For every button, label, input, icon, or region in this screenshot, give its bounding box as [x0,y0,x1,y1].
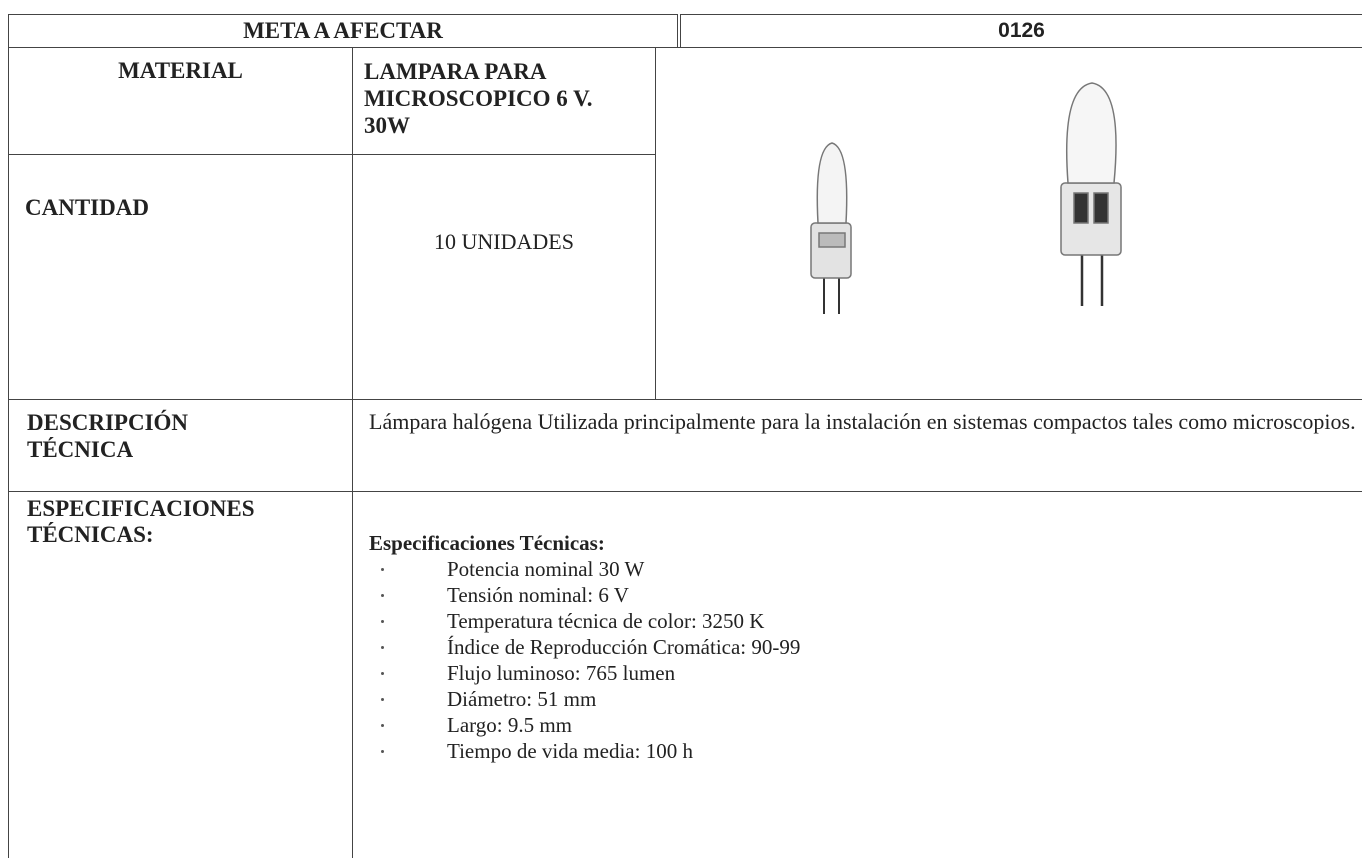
cantidad-value-cell: 10 UNIDADES [352,154,655,399]
material-label-cell: MATERIAL [8,47,352,154]
bullet [381,672,384,675]
spec-item: Temperatura técnica de color: 3250 K [369,608,1362,634]
spec-item: Flujo luminoso: 765 lumen [369,660,1362,686]
meta-value: 0126 [998,19,1045,42]
meta-cell: META A AFECTAR [8,14,678,47]
spec-item-text: Índice de Reproducción Cromática: 90-99 [447,635,801,659]
spec-item: Tensión nominal: 6 V [369,582,1362,608]
bullet [381,594,384,597]
especificaciones-label: ESPECIFICACIONES TÉCNICAS: [27,496,255,547]
spec-list: Especificaciones Técnicas: Potencia nomi… [353,492,1362,764]
material-label: MATERIAL [118,58,243,83]
image-cell [655,47,1362,399]
material-value: LAMPARA PARA MICROSCOPICO 6 V. 30W [364,59,593,138]
spec-item-text: Largo: 9.5 mm [447,713,573,737]
material-value-cell: LAMPARA PARA MICROSCOPICO 6 V. 30W [352,47,655,154]
descripcion-value-cell: Lámpara halógena Utilizada principalment… [352,399,1362,491]
spec-item-text: Flujo luminoso: 765 lumen [447,661,676,685]
descripcion-label: DESCRIPCIÓN TÉCNICA [27,410,189,462]
cantidad-label-cell: CANTIDAD [8,154,352,399]
spec-item: Índice de Reproducción Cromática: 90-99 [369,634,1362,660]
spec-item: Tiempo de vida media: 100 h [369,738,1362,764]
spec-item-text: Tiempo de vida media: 100 h [447,739,693,763]
spec-item-text: Potencia nominal 30 W [447,557,645,581]
bullet [381,620,384,623]
descripcion-label-cell: DESCRIPCIÓN TÉCNICA [8,399,352,491]
spec-heading: Especificaciones Técnicas: [369,531,605,555]
spec-item-text: Tensión nominal: 6 V [447,583,629,607]
bullet [381,646,384,649]
especificaciones-value-cell: Especificaciones Técnicas: Potencia nomi… [352,491,1362,858]
lamp-image [810,82,1122,314]
bullet [381,750,384,753]
bullet [381,724,384,727]
bullet [381,568,384,571]
meta-value-cell: 0126 [680,14,1362,47]
spec-item: Largo: 9.5 mm [369,712,1362,738]
spec-item-text: Diámetro: 51 mm [447,687,597,711]
cantidad-value: 10 UNIDADES [434,229,574,254]
especificaciones-label-cell: ESPECIFICACIONES TÉCNICAS: [8,491,352,858]
meta-label: META A AFECTAR [243,18,443,43]
cantidad-label: CANTIDAD [25,195,149,220]
spec-item: Diámetro: 51 mm [369,686,1362,712]
spec-item-text: Temperatura técnica de color: 3250 K [447,609,765,633]
spec-item: Potencia nominal 30 W [369,556,1362,582]
bullet [381,698,384,701]
descripcion-value: Lámpara halógena Utilizada principalment… [369,409,1356,434]
